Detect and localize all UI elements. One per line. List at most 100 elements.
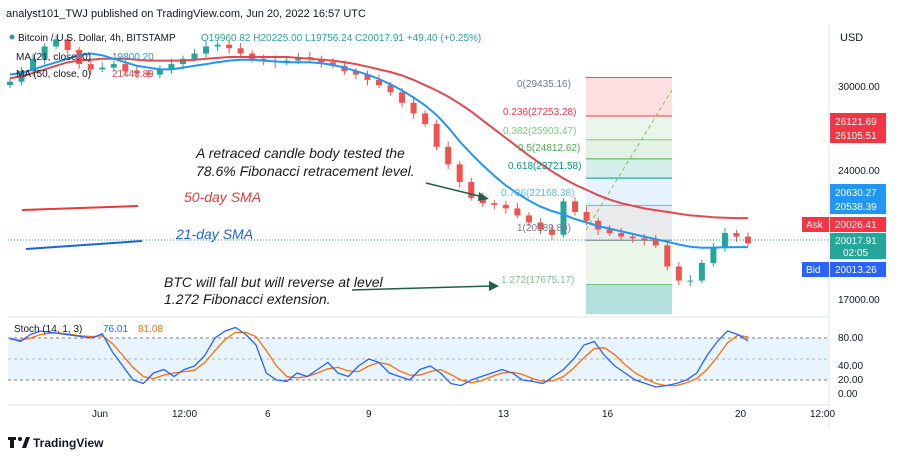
ask-value: 20026.41 bbox=[835, 220, 877, 231]
candle-body bbox=[64, 39, 71, 50]
fib-extension-zone bbox=[586, 284, 672, 314]
candle-body bbox=[7, 81, 13, 86]
candle-body bbox=[652, 240, 659, 246]
fib-label-0618: 0.618(23721.58) bbox=[508, 161, 581, 172]
ma21-line bbox=[9, 52, 748, 249]
tradingview-logo[interactable]: TradingView bbox=[8, 436, 104, 450]
candle-body bbox=[641, 238, 648, 241]
candle-body bbox=[502, 204, 509, 209]
candle-body bbox=[675, 266, 682, 281]
time-tick: Jun bbox=[92, 409, 108, 420]
legend-ohlc: O19960.82 H20225.00 L19756.24 C20017.91 … bbox=[201, 33, 481, 44]
annotation-btc-arrow bbox=[351, 285, 493, 291]
candle-body bbox=[456, 164, 463, 182]
candle-body bbox=[721, 233, 728, 248]
candle-body bbox=[698, 262, 705, 281]
fib-zone bbox=[586, 115, 672, 140]
stoch-tick: 80.00 bbox=[838, 333, 863, 344]
annotation-retrace-arrowhead bbox=[478, 192, 489, 201]
legend-ma50-value: 21448.89 bbox=[112, 69, 154, 80]
ask-label: Ask bbox=[806, 220, 824, 231]
candle-body bbox=[514, 208, 521, 216]
candle-body bbox=[191, 53, 198, 59]
candle-body bbox=[433, 123, 440, 147]
time-axis: Jun 12:00 6 9 13 16 20 12:00 bbox=[92, 409, 835, 420]
legend-symbol: Bitcoin / U.S. Dollar, 4h, BITSTAMP bbox=[18, 33, 176, 44]
fib-label-0: 0(29435.16) bbox=[517, 79, 571, 90]
annotation-retrace-line2: 78.6% Fibonacci retracement level. bbox=[196, 163, 415, 179]
candle-body bbox=[99, 67, 106, 70]
candle-body bbox=[687, 280, 694, 282]
price-tag-ma50b: 26105.51 bbox=[835, 131, 877, 142]
fib-label-0236: 0.236(27253.28) bbox=[503, 107, 576, 118]
fib-label-1: 1(20189.89) bbox=[517, 223, 571, 234]
price-tag-ma21a: 20630.27 bbox=[835, 188, 877, 199]
price-tags: 26121.69 26105.51 20630.27 20538.39 Ask … bbox=[802, 113, 886, 277]
legend-ma21-value: 19800.20 bbox=[112, 52, 154, 63]
stoch-d-value: 81.08 bbox=[138, 324, 163, 335]
candle-body bbox=[537, 222, 544, 230]
annotation-btc-line1: BTC will fall but will reverse at level bbox=[164, 274, 384, 290]
candle-body bbox=[145, 72, 152, 75]
annotations: A retraced candle body tested the 78.6% … bbox=[21, 145, 499, 307]
currency-label: USD bbox=[840, 32, 863, 44]
legend-ma21-label: MA (21, close, 0) bbox=[16, 52, 91, 63]
time-tick: 12:00 bbox=[810, 409, 835, 420]
time-tick: 20 bbox=[735, 409, 747, 420]
annotation-retrace-line1: A retraced candle body tested the bbox=[195, 145, 405, 161]
candle-body bbox=[76, 50, 83, 65]
candle-body bbox=[237, 48, 244, 54]
stoch-label: Stoch (14, 1, 3) bbox=[14, 324, 82, 335]
candle-body bbox=[745, 236, 751, 244]
stoch-k-line bbox=[9, 326, 749, 388]
time-tick: 6 bbox=[265, 409, 271, 420]
candle-body bbox=[491, 203, 498, 205]
candle-body bbox=[226, 44, 233, 49]
candle-body bbox=[733, 233, 740, 237]
annotation-sma50: 50-day SMA bbox=[184, 189, 261, 205]
candle-body bbox=[560, 201, 567, 235]
candle-body bbox=[548, 229, 555, 235]
candle-body bbox=[468, 182, 475, 198]
stoch-tick: 40.00 bbox=[838, 361, 863, 372]
candle-body bbox=[410, 102, 417, 114]
tradingview-logo-icon bbox=[8, 437, 30, 448]
fib-labels: 0(29435.16) 0.236(27253.28) 0.382(25903.… bbox=[501, 79, 581, 286]
fib-zone bbox=[586, 178, 672, 206]
fib-zone bbox=[586, 139, 672, 159]
bid-label: Bid bbox=[806, 265, 820, 276]
fib-trend-line bbox=[585, 89, 673, 231]
fib-label-0382: 0.382(25903.47) bbox=[503, 126, 576, 137]
candle-body bbox=[572, 201, 579, 212]
candle-body bbox=[364, 74, 371, 80]
fib-zone bbox=[586, 158, 672, 179]
fib-label-0786: 0.786(22168.38) bbox=[501, 188, 574, 199]
fib-label-1272: 1.272(17675.17) bbox=[501, 275, 574, 286]
stoch-k-value: 76.01 bbox=[103, 324, 128, 335]
candle-body bbox=[53, 39, 60, 47]
price-tag-ma50a: 26121.69 bbox=[835, 117, 877, 128]
annotation-sma50-line bbox=[21, 205, 139, 211]
candle-body bbox=[156, 69, 163, 75]
price-tick: 24000.00 bbox=[838, 166, 880, 177]
annotation-retrace-arrow bbox=[425, 182, 484, 198]
price-tick: 30000.00 bbox=[838, 82, 880, 93]
fib-label-05: 0.5(24812.62) bbox=[518, 143, 580, 154]
candle-body bbox=[387, 85, 394, 93]
tradingview-brand-text: TradingView bbox=[33, 436, 104, 450]
price-tag-ma21b: 20538.39 bbox=[835, 202, 877, 213]
annotation-btc-line2: 1.272 Fibonacci extension. bbox=[164, 291, 331, 307]
candle-body bbox=[479, 197, 486, 204]
candle-body bbox=[168, 64, 175, 70]
price-tick: 17000.00 bbox=[838, 295, 880, 306]
candle-body bbox=[87, 64, 94, 70]
stoch-panel: Stoch (14, 1, 3) 76.01 81.08 80.00 40.00… bbox=[8, 324, 863, 400]
publish-header: analyst101_TWJ published on TradingView.… bbox=[6, 8, 366, 20]
annotation-sma21: 21-day SMA bbox=[175, 226, 253, 242]
candle-body bbox=[664, 245, 671, 267]
candle-body bbox=[629, 236, 636, 239]
candle-body bbox=[214, 44, 221, 47]
candle-body bbox=[376, 79, 382, 86]
annotation-sma21-line bbox=[25, 240, 143, 250]
